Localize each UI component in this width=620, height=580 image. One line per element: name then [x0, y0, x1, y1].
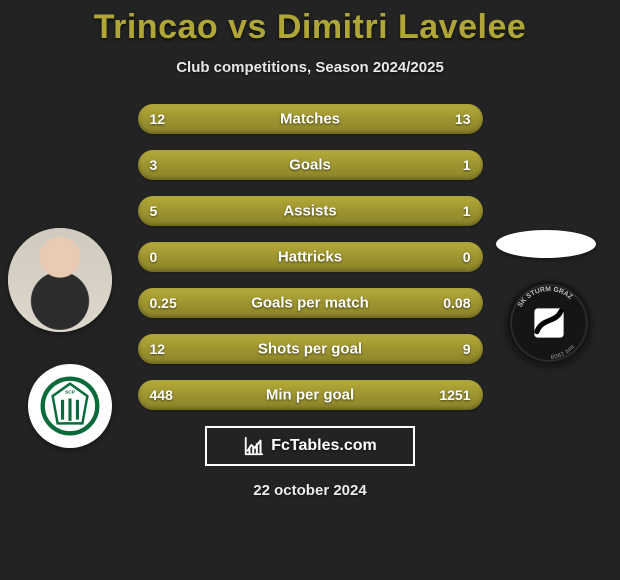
brand-text: FcTables.com	[271, 437, 377, 455]
comparison-panel: SCP SK STURM GRAZ seit 1909 12Matches13 3…	[0, 104, 620, 499]
stat-right-value: 1251	[439, 387, 470, 403]
subtitle: Club competitions, Season 2024/2025	[0, 59, 620, 76]
avatar-placeholder	[8, 228, 112, 332]
stat-bars: 12Matches13 3Goals1 5Assists1 0Hattricks0 0.…	[138, 104, 483, 410]
stat-row: 448Min per goal1251	[138, 380, 483, 410]
brand-box: FcTables.com	[205, 426, 415, 466]
svg-text:SCP: SCP	[65, 390, 76, 396]
stat-label: Goals per match	[138, 295, 483, 312]
stat-row: 3Goals1	[138, 150, 483, 180]
stat-row: 12Matches13	[138, 104, 483, 134]
stat-row: 5Assists1	[138, 196, 483, 226]
stat-right-value: 9	[463, 341, 471, 357]
club-left-badge: SCP	[28, 364, 112, 448]
page-title: Trincao vs Dimitri Lavelee	[0, 0, 620, 47]
stat-label: Min per goal	[138, 387, 483, 404]
stat-right-value: 0	[463, 249, 471, 265]
stat-row: 12Shots per goal9	[138, 334, 483, 364]
stat-right-value: 13	[455, 111, 471, 127]
stat-row: 0Hattricks0	[138, 242, 483, 272]
stat-label: Assists	[138, 203, 483, 220]
sporting-badge-icon: SCP	[39, 375, 101, 437]
player-right-oval	[496, 230, 596, 258]
player-left-avatar	[8, 228, 112, 332]
sturm-badge-icon: SK STURM GRAZ seit 1909	[506, 280, 592, 366]
stat-label: Hattricks	[138, 249, 483, 266]
club-right-badge: SK STURM GRAZ seit 1909	[506, 280, 592, 366]
date-text: 22 october 2024	[0, 482, 620, 499]
chart-icon	[243, 435, 265, 457]
stat-label: Goals	[138, 157, 483, 174]
stat-row: 0.25Goals per match0.08	[138, 288, 483, 318]
stat-label: Shots per goal	[138, 341, 483, 358]
stat-label: Matches	[138, 111, 483, 128]
stat-right-value: 1	[463, 157, 471, 173]
stat-right-value: 0.08	[443, 295, 470, 311]
stat-right-value: 1	[463, 203, 471, 219]
